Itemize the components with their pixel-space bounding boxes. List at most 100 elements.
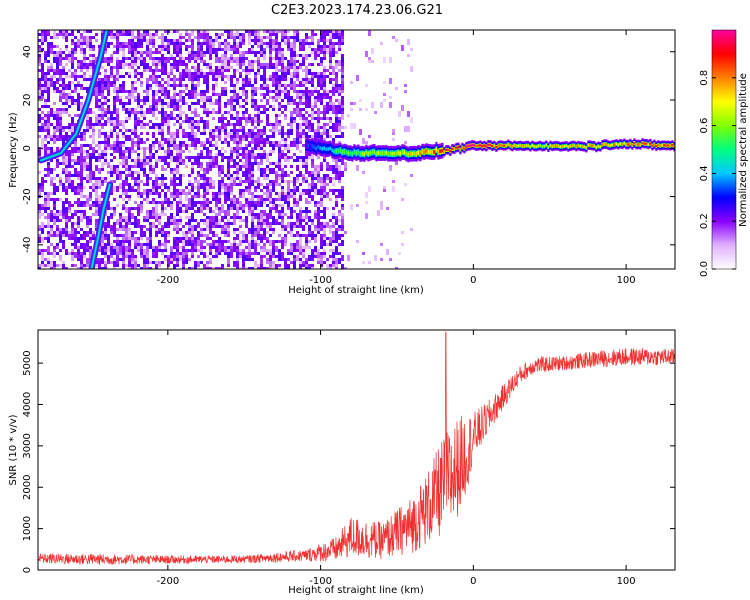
heatmap-cell	[206, 207, 209, 210]
heatmap-cell	[263, 255, 266, 258]
heatmap-cell	[65, 267, 68, 269]
heatmap-cell	[335, 204, 338, 207]
heatmap-cell	[308, 189, 311, 192]
heatmap-cell	[89, 156, 92, 162]
heatmap-cell	[68, 114, 71, 117]
heatmap-cell	[260, 93, 263, 96]
heatmap-cell	[71, 243, 74, 246]
heatmap-cell	[101, 33, 104, 36]
heatmap-cell	[287, 36, 290, 39]
heatmap-cell	[101, 141, 104, 144]
heatmap-cell	[188, 150, 191, 153]
heatmap-cell	[284, 33, 287, 36]
heatmap-cell	[197, 165, 200, 168]
heatmap-cell	[227, 231, 230, 234]
heatmap-cell	[101, 192, 104, 198]
heatmap-cell	[197, 261, 200, 267]
heatmap-cell	[248, 204, 251, 207]
heatmap-cell	[71, 129, 74, 132]
heatmap-cell	[128, 213, 131, 216]
heatmap-cell	[170, 84, 173, 87]
heatmap-cell	[143, 189, 146, 195]
heatmap-cell	[188, 219, 191, 225]
heatmap-cell	[41, 261, 44, 264]
heatmap-cell	[239, 183, 242, 186]
heatmap-cell	[143, 165, 146, 168]
heatmap-cell	[323, 57, 326, 60]
heatmap-cell	[188, 120, 191, 123]
heatmap-cell	[59, 84, 62, 87]
heatmap-cell	[248, 150, 251, 153]
heatmap-cell	[200, 183, 203, 189]
heatmap-cell	[122, 219, 125, 222]
heatmap-cell	[44, 102, 47, 105]
heatmap-cell	[242, 210, 245, 213]
heatmap-cell	[209, 222, 212, 225]
heatmap-cell	[221, 153, 224, 156]
heatmap-cell	[86, 264, 89, 267]
heatmap-cell	[113, 147, 116, 150]
heatmap-cell	[170, 249, 173, 252]
heatmap-cell	[176, 177, 179, 180]
heatmap-cell	[251, 153, 254, 156]
heatmap-cell	[116, 51, 119, 54]
heatmap-cell	[161, 105, 164, 108]
heatmap-cell	[257, 264, 260, 267]
heatmap-cell	[272, 72, 275, 78]
heatmap-cell	[188, 228, 191, 231]
heatmap-cell	[281, 54, 284, 60]
heatmap-cell	[89, 42, 92, 48]
heatmap-cell	[137, 105, 140, 108]
heatmap-cell	[122, 51, 125, 57]
heatmap-cell	[260, 228, 263, 231]
heatmap-cell	[38, 69, 41, 72]
heatmap-cell	[197, 36, 200, 39]
heatmap-cell	[95, 180, 98, 186]
heatmap-cell	[80, 87, 83, 90]
heatmap-cell	[317, 99, 320, 102]
heatmap-cell	[191, 186, 194, 189]
heatmap-cell	[290, 99, 293, 102]
heatmap-cell	[89, 123, 92, 126]
heatmap-cell	[410, 48, 413, 51]
heatmap-cell	[239, 135, 242, 141]
heatmap-cell	[125, 249, 128, 252]
heatmap-cell	[323, 126, 326, 132]
heatmap-cell	[149, 267, 152, 269]
heatmap-cell	[188, 258, 191, 261]
heatmap-cell	[62, 111, 65, 114]
heatmap-cell	[116, 57, 119, 60]
heatmap-cell	[101, 261, 104, 264]
heatmap-cell	[257, 72, 260, 75]
heatmap-cell	[182, 249, 185, 252]
heatmap-cell	[320, 111, 323, 114]
heatmap-cell	[293, 255, 296, 258]
heatmap-cell	[101, 180, 104, 183]
heatmap-cell	[248, 174, 251, 177]
heatmap-cell	[143, 234, 146, 237]
heatmap-cell	[221, 69, 224, 72]
heatmap-cell	[230, 123, 233, 126]
heatmap-cell	[158, 264, 161, 267]
heatmap-cell	[320, 84, 323, 90]
heatmap-cell	[188, 189, 191, 192]
heatmap-cell	[218, 225, 221, 228]
heatmap-cell	[152, 210, 155, 213]
heatmap-cell	[206, 222, 209, 225]
heatmap-cell	[59, 96, 62, 99]
heatmap-cell	[152, 171, 155, 174]
heatmap-cell	[140, 39, 143, 42]
heatmap-cell	[248, 201, 251, 204]
heatmap-cell	[269, 189, 272, 192]
heatmap-cell	[287, 267, 290, 269]
heatmap-cell	[245, 246, 248, 249]
heatmap-cell	[47, 234, 50, 237]
heatmap-cell	[245, 108, 248, 111]
heatmap-cell	[47, 141, 50, 144]
heatmap-cell	[38, 84, 41, 87]
heatmap-cell	[89, 228, 92, 234]
heatmap-cell	[152, 198, 155, 201]
heatmap-cell	[257, 153, 260, 156]
heatmap-cell	[152, 90, 155, 93]
heatmap-cell	[116, 141, 119, 144]
